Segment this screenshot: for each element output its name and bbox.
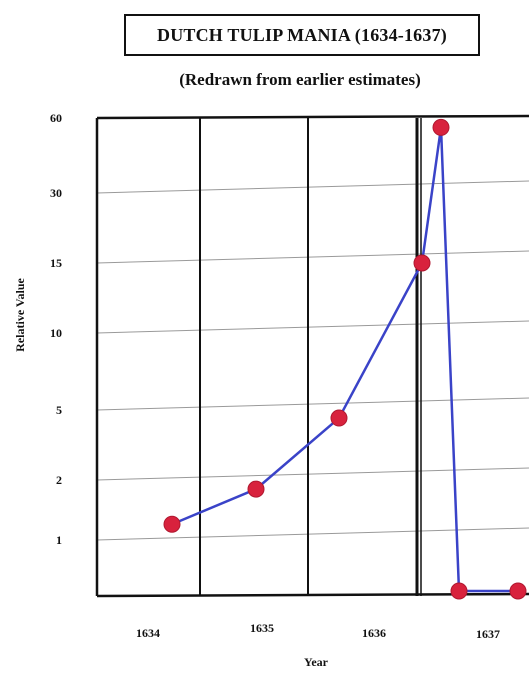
data-point	[450, 582, 468, 600]
plot-frame	[95, 114, 529, 598]
y-tick-label: 60	[50, 111, 62, 125]
grid-line	[96, 527, 529, 541]
grid-line	[96, 180, 529, 194]
data-point	[509, 582, 527, 600]
x-tick-label: 1635	[250, 621, 274, 635]
y-tick-label: 2	[56, 473, 62, 487]
series-line	[171, 126, 518, 593]
plot-top-border	[96, 114, 529, 120]
point-markers	[163, 118, 527, 600]
x-tick-label: 1637	[476, 627, 500, 641]
x-tick-label: 1636	[362, 626, 386, 640]
grid-line	[96, 467, 529, 481]
y-tick-label: 1	[56, 533, 62, 547]
data-point	[247, 480, 265, 498]
x-tick-labels: 1634 1635 1636 1637	[136, 621, 500, 641]
x-axis-title: Year	[304, 655, 329, 669]
y-axis-title: Relative Value	[13, 277, 27, 351]
data-point	[163, 515, 181, 533]
y-tick-labels: 60 30 15 10 5 2 1	[50, 111, 62, 547]
chart-subtitle: (Redrawn from earlier estimates)	[179, 70, 421, 89]
data-point	[330, 409, 348, 427]
year-divider-lines	[199, 118, 422, 596]
x-tick-label: 1634	[136, 626, 160, 640]
series-line-group	[171, 126, 518, 593]
grid-line	[96, 397, 529, 411]
grid-lines	[96, 180, 529, 541]
y-tick-label: 10	[50, 326, 62, 340]
chart-title: DUTCH TULIP MANIA (1634-1637)	[124, 14, 480, 56]
y-tick-label: 15	[50, 256, 62, 270]
y-tick-label: 30	[50, 186, 62, 200]
data-point	[432, 118, 450, 136]
grid-line	[96, 320, 529, 334]
data-point	[413, 254, 431, 272]
grid-line	[96, 250, 529, 264]
y-tick-label: 5	[56, 403, 62, 417]
